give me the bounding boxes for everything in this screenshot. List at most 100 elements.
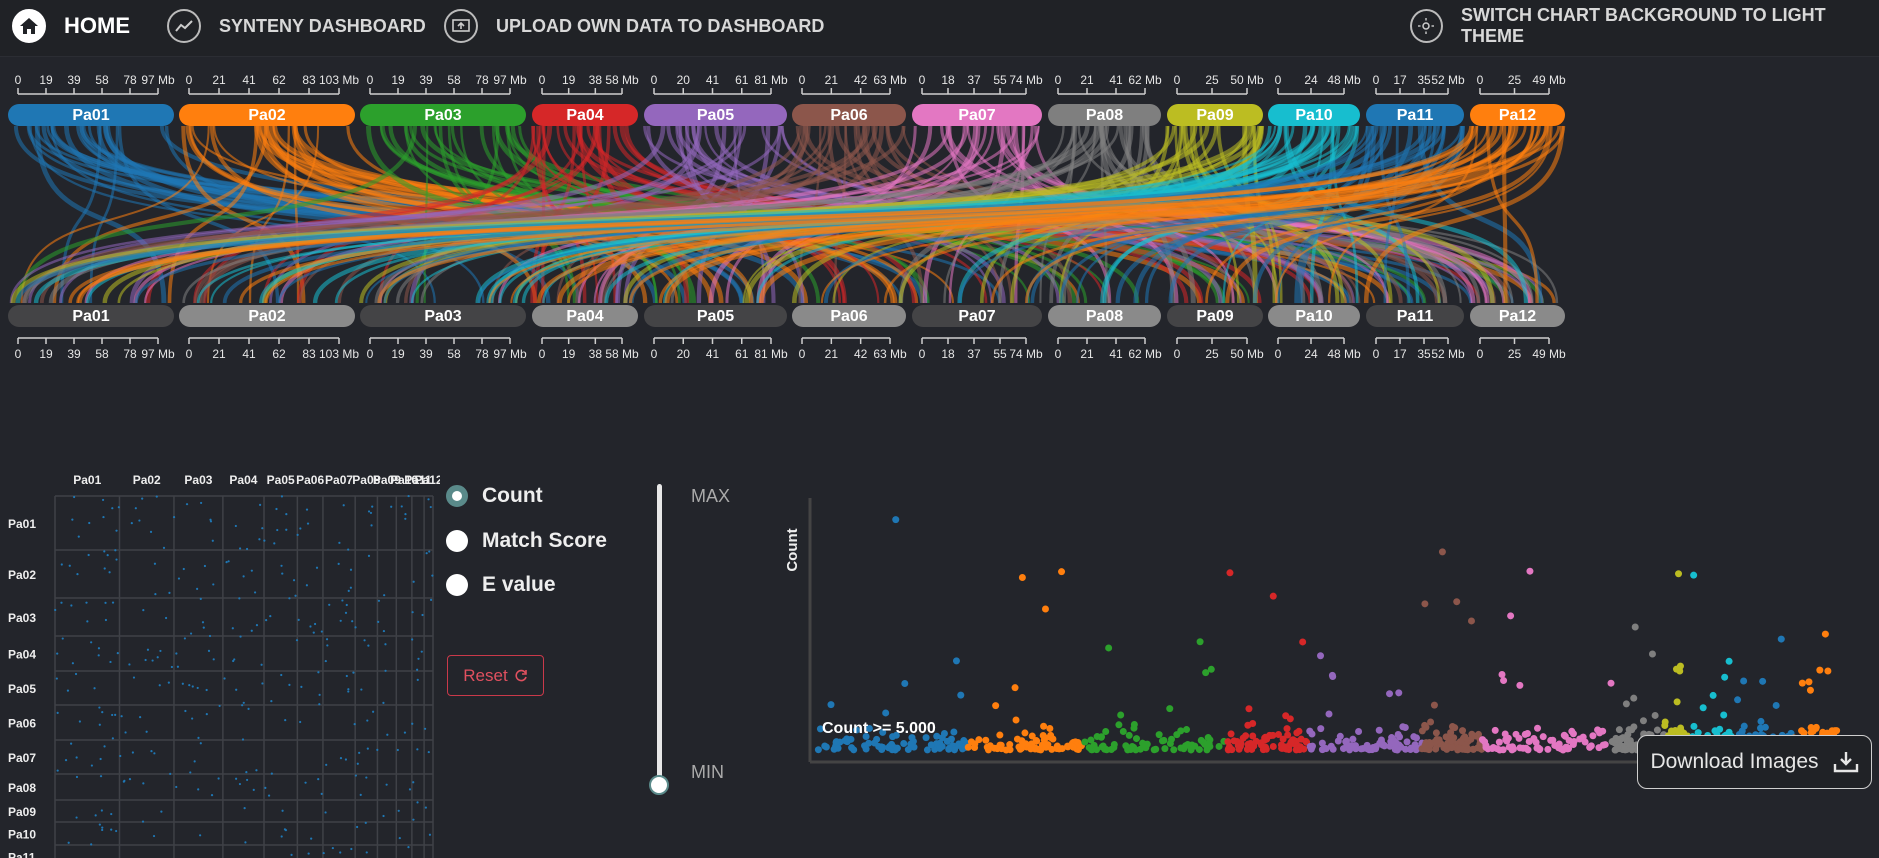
scatter-point [1535,746,1543,754]
scatter-point [1757,724,1765,732]
scatter-point [1564,743,1572,751]
axis-tick-label: 41 [242,73,256,87]
chromosome-bottom-pa07[interactable]: Pa07 [912,305,1042,327]
synteny-link [68,125,1479,304]
chromosome-top-pa04[interactable]: Pa04 [532,104,638,126]
count-radio-option[interactable]: Count [446,484,543,508]
axis-tick-label: 74 Mb [1009,73,1043,87]
chromosome-bottom-pa02[interactable]: Pa02 [179,305,355,327]
scatter-point [1359,745,1367,753]
chromosome-top-pa09[interactable]: Pa09 [1167,104,1263,126]
range-slider-handle[interactable] [649,775,669,795]
chromosome-top-pa01[interactable]: Pa01 [8,104,174,126]
scatter-point [1651,711,1659,719]
dotplot-point [196,686,199,690]
chromosome-label: Pa06 [830,107,867,124]
scatter-point [1551,741,1559,749]
home-nav-item[interactable]: HOME [12,0,130,52]
dotplot-point [138,519,141,522]
scatter-point [1225,743,1233,751]
dotplot-point [199,742,202,745]
dotplot-point [280,673,283,677]
chromosome-bottom-pa11[interactable]: Pa11 [1366,305,1464,327]
dotplot-point [283,828,287,831]
axis-tick-label: 0 [367,73,374,87]
count-radio[interactable] [446,485,468,507]
scatter-point [1011,684,1019,692]
dotplot-point [76,572,79,576]
reset-button[interactable]: Reset [447,655,544,696]
chromosome-bottom-pa03[interactable]: Pa03 [360,305,526,327]
chromosome-bottom-pa12[interactable]: Pa12 [1470,305,1565,327]
download-images-button[interactable]: Download Images [1637,735,1872,789]
synteny-link [1225,125,1552,304]
scatter-point [1677,724,1685,732]
dotplot-point [356,762,359,765]
chromosome-bottom-pa08[interactable]: Pa08 [1048,305,1161,327]
axis-tick-label: 97 Mb [493,73,527,87]
chromosome-top-pa11[interactable]: Pa11 [1366,104,1464,126]
axis-tick-label: 52 Mb [1431,73,1465,87]
dotplot-point [176,665,180,668]
chromosome-bottom-pa04[interactable]: Pa04 [532,305,638,327]
synteny-dashboard-nav-item[interactable]: SYNTENY DASHBOARD [167,0,426,52]
scatter-point [923,746,931,754]
chromosome-label: Pa09 [1196,308,1233,325]
chromosome-top-pa07[interactable]: Pa07 [912,104,1042,126]
scatter-point [1432,745,1440,753]
e-value-radio-option[interactable]: E value [446,573,556,597]
chromosome-label: Pa03 [424,107,461,124]
scatter-point [1242,732,1250,740]
match-score-radio[interactable] [446,530,468,552]
chromosome-top-pa05[interactable]: Pa05 [644,104,787,126]
axis-tick-label: 21 [1080,73,1094,87]
dotplot-point [339,851,342,854]
chromosome-top-pa02[interactable]: Pa02 [179,104,355,126]
chromosome-top-pa06[interactable]: Pa06 [792,104,906,126]
dotplot-point [115,529,118,532]
chromosome-bottom-pa06[interactable]: Pa06 [792,305,906,327]
chromosome-bottom-pa05[interactable]: Pa05 [644,305,787,327]
upload-data-nav-item[interactable]: UPLOAD OWN DATA TO DASHBOARD [444,0,824,52]
chromosome-bottom-pa01[interactable]: Pa01 [8,305,174,327]
scatter-point [1245,705,1253,713]
scatter-point [888,740,896,748]
dotplot-point [85,601,88,604]
switch-theme-nav-item[interactable]: SWITCH CHART BACKGROUND TO LIGHT THEME [1410,0,1879,52]
chromosome-axis-pa07: 0 18 37 55 74 Mb [919,337,1043,361]
scatter-point [955,740,963,748]
dotplot-row-label: Pa05 [8,682,36,696]
scatter-point [1125,731,1133,739]
axis-tick-label: 18 [941,347,955,361]
e-value-radio[interactable] [446,574,468,596]
chromosome-top-pa08[interactable]: Pa08 [1048,104,1161,126]
range-slider-track[interactable] [657,484,662,784]
dotplot-point [259,503,262,506]
chromosome-top-pa03[interactable]: Pa03 [360,104,526,126]
scatter-point [893,744,901,752]
dotplot-point [97,647,101,650]
dotplot-point [299,720,302,724]
scatter-point [1158,737,1166,745]
axis-tick-label: 0 [1477,73,1484,87]
dotplot-point [398,836,401,840]
scatter-point [1093,733,1101,741]
dotplot-col-label: Pa04 [229,473,257,487]
match-score-radio-option[interactable]: Match Score [446,529,607,553]
dotplot-col-label: Pa11 [404,473,432,487]
switch-theme-label: SWITCH CHART BACKGROUND TO LIGHT THEME [1460,5,1826,46]
axis-tick-label: 81 Mb [754,347,788,361]
chromosome-bottom-pa09[interactable]: Pa09 [1167,305,1263,327]
dotplot-point [115,558,118,561]
chromosome-label: Pa02 [248,107,285,124]
e-value-option-label: E value [482,573,556,596]
scatter-point [1630,694,1638,702]
reset-label: Reset [463,665,508,685]
scatter-point [1587,742,1595,750]
chromosome-top-pa10[interactable]: Pa10 [1268,104,1360,126]
chromosome-bottom-pa10[interactable]: Pa10 [1268,305,1360,327]
chromosome-top-pa12[interactable]: Pa12 [1470,104,1565,126]
scatter-point [1661,718,1669,726]
dotplot-point [199,597,202,600]
dotplot-row-label: Pa11 [8,851,36,858]
